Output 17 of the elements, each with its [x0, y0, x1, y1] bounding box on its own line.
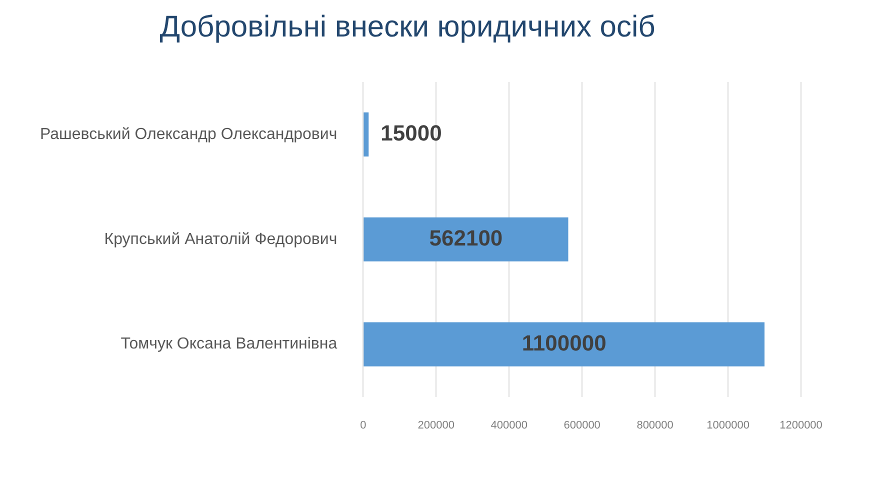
data-label: 562100 [429, 225, 503, 250]
data-label: 1100000 [522, 330, 606, 356]
x-tick-label: 400000 [490, 419, 528, 432]
x-tick-label: 800000 [636, 419, 674, 432]
bar [364, 112, 369, 157]
x-tick-label: 0 [360, 419, 366, 432]
x-tick-label: 600000 [564, 419, 600, 432]
x-tick-label: 1200000 [780, 419, 822, 432]
x-tick-label: 200000 [418, 419, 454, 432]
y-tick-label: Рашевський Олександр Олександрович [40, 126, 338, 143]
x-tick-label: 1000000 [706, 419, 750, 432]
bar [364, 217, 568, 262]
y-tick-label: Томчук Оксана Валентинівна [120, 336, 338, 353]
y-tick-label: Крупський Анатолій Федорович [104, 230, 338, 248]
chart-title: Добровільні внески юридичних осіб [160, 10, 656, 44]
data-label: 15000 [380, 120, 442, 146]
bar [364, 322, 765, 366]
